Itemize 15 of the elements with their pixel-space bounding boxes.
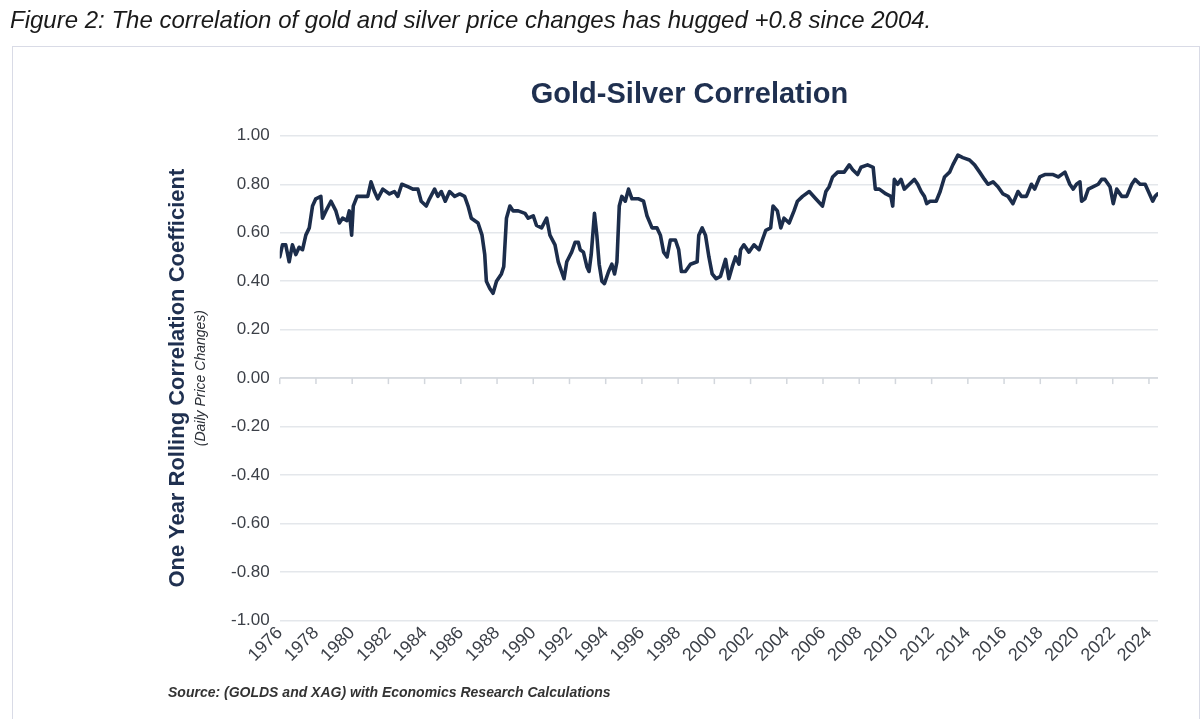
y-tick-label: 0.00 (236, 367, 270, 387)
y-tick-label: 0.20 (236, 319, 270, 339)
y-tick-label: -1.00 (231, 610, 270, 630)
source-note: Source: (GOLDS and XAG) with Economics Research Calculations (168, 684, 611, 700)
caption: Figure 2: The correlation of gold and silver price changes has hugged +0.8 since 2004. (10, 6, 932, 34)
y-tick-label: 1.00 (236, 125, 270, 145)
chart-title: Gold-Silver Correlation (530, 77, 849, 110)
y-tick-label: 0.60 (236, 222, 270, 242)
y-tick-label: -0.20 (231, 416, 270, 436)
y-tick-label: -0.60 (231, 513, 270, 533)
y-tick-label: -0.80 (231, 561, 270, 581)
y-tick-label: -0.40 (231, 464, 270, 484)
y-axis-title: One Year Rolling Correlation Coefficient (Daily Price Changes) (164, 167, 208, 588)
y-tick-label: 0.40 (236, 270, 270, 290)
y-tick-label: 0.80 (236, 173, 270, 193)
